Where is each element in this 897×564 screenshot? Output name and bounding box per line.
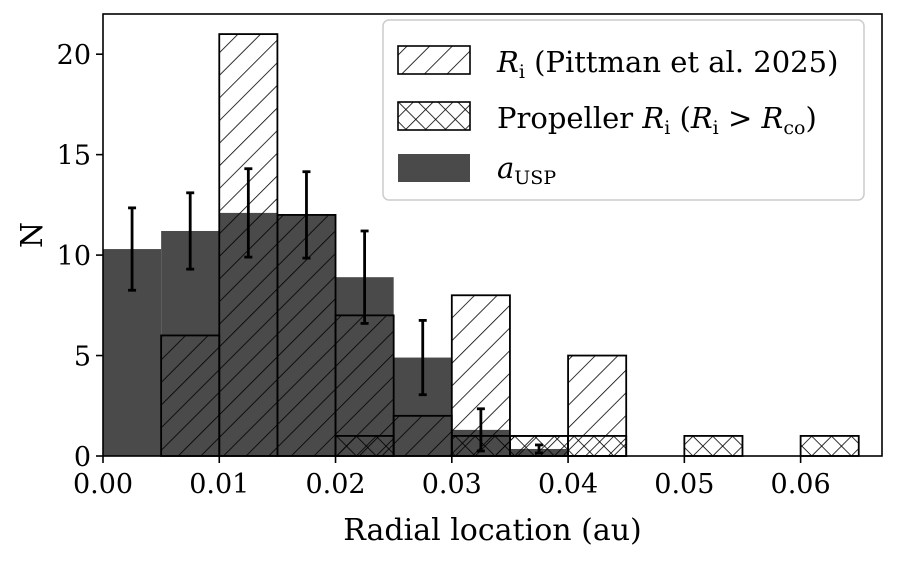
error-bar-4	[360, 229, 369, 325]
pittman-bar-0	[160, 334, 221, 457]
x-tick-label-2: 0.02	[305, 469, 365, 500]
legend-swatch-hatch	[397, 45, 471, 75]
pittman-bar-3	[334, 314, 395, 457]
propeller-bar-4	[683, 435, 744, 457]
error-bar-3	[302, 170, 311, 260]
propeller-bar-3	[567, 435, 628, 457]
y-tick-label-4: 20	[57, 40, 91, 71]
x-axis-ticks: 0.00 0.01 0.02 0.03 0.04 0.05 0.06	[73, 456, 831, 500]
x-tick-label-0: 0.00	[73, 469, 133, 500]
x-tick-label-1: 0.01	[189, 469, 249, 500]
error-bar-1	[186, 191, 195, 271]
error-bars-group	[128, 167, 544, 455]
legend-swatch-fill	[398, 154, 470, 182]
y-tick-label-1: 5	[74, 342, 91, 373]
x-tick-label-3: 0.03	[422, 469, 482, 500]
y-axis-ticks: 0 5 10 15 20	[57, 40, 103, 473]
propeller-bar-0	[334, 435, 395, 457]
error-bar-2	[244, 167, 253, 259]
x-tick-label-6: 0.06	[771, 469, 831, 500]
legend-label-hatch: Ri (Pittman et al. 2025)	[496, 45, 838, 83]
error-bar-6	[476, 407, 485, 453]
y-tick-label-2: 10	[57, 241, 91, 272]
propeller-bar-5	[799, 435, 860, 457]
legend: Ri (Pittman et al. 2025) Propeller Ri (R…	[382, 19, 865, 201]
x-axis-label: Radial location (au)	[343, 513, 642, 548]
legend-label-cross: Propeller Ri (Ri > Rco)	[497, 101, 817, 139]
legend-swatch-cross	[397, 101, 471, 131]
x-tick-label-4: 0.04	[538, 469, 598, 500]
plot-frame	[102, 13, 883, 457]
error-bar-7	[535, 443, 544, 455]
y-tick-label-0: 0	[74, 442, 91, 473]
error-bar-0	[128, 206, 137, 292]
error-bar-5	[418, 318, 427, 397]
legend-label-fill: aUSP	[497, 151, 556, 189]
legend-box	[382, 19, 865, 201]
x-tick-label-5: 0.05	[654, 469, 714, 500]
pittman-bar-4	[392, 414, 453, 457]
y-tick-label-3: 15	[57, 141, 91, 172]
y-axis-label: N	[15, 222, 50, 248]
